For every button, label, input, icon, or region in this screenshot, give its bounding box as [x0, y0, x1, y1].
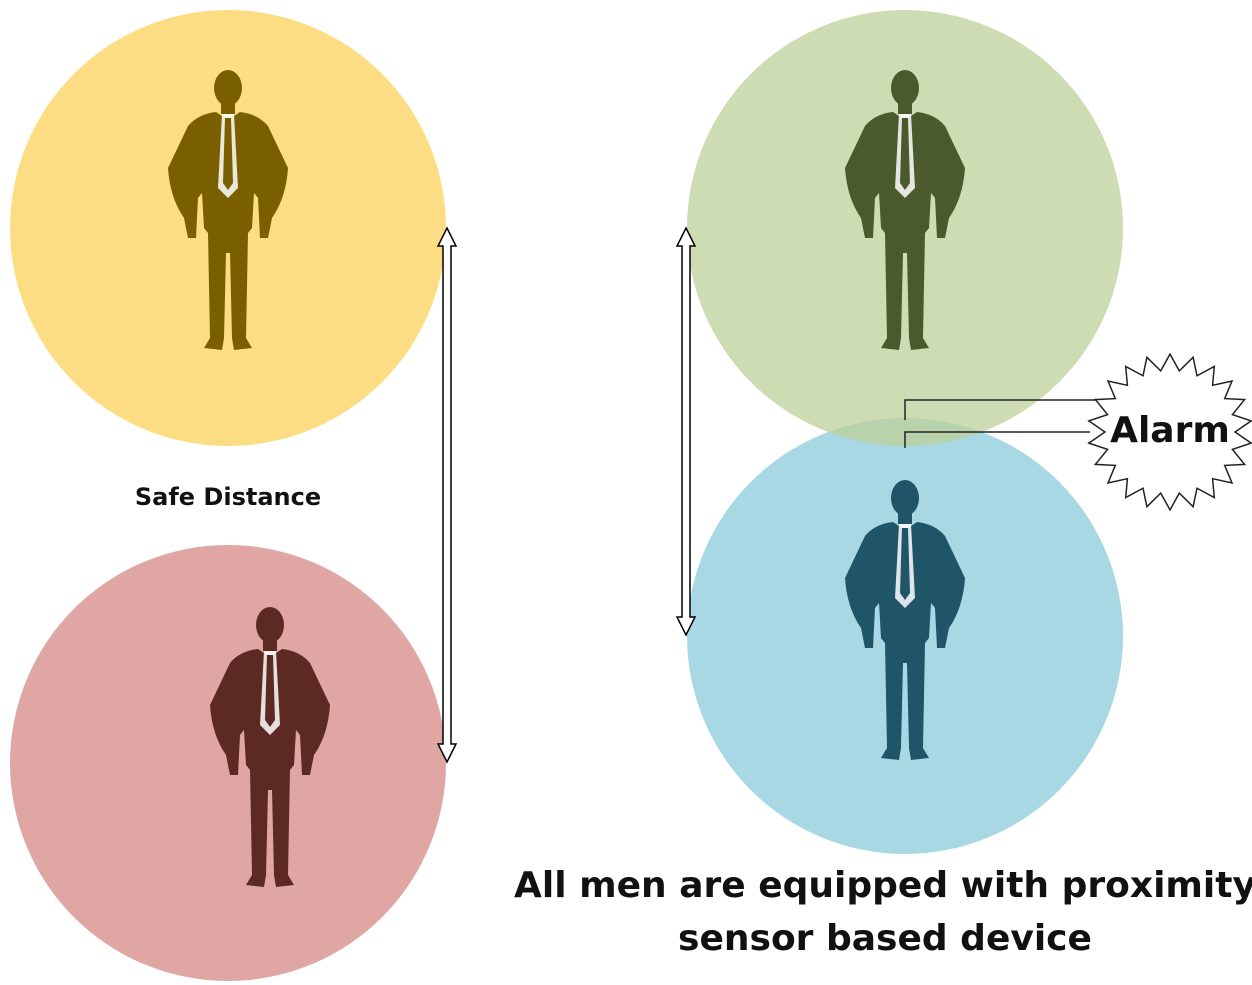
- safe-distance-label: Safe Distance: [135, 483, 321, 511]
- alarm-label: Alarm: [1110, 410, 1230, 451]
- diagram: Safe Distance Alarm All men are equipped…: [0, 0, 1252, 981]
- distance-arrow: [677, 228, 695, 635]
- caption: All men are equipped with proximity: [514, 865, 1252, 906]
- distance-arrow: [438, 228, 456, 762]
- caption: sensor based device: [678, 918, 1092, 959]
